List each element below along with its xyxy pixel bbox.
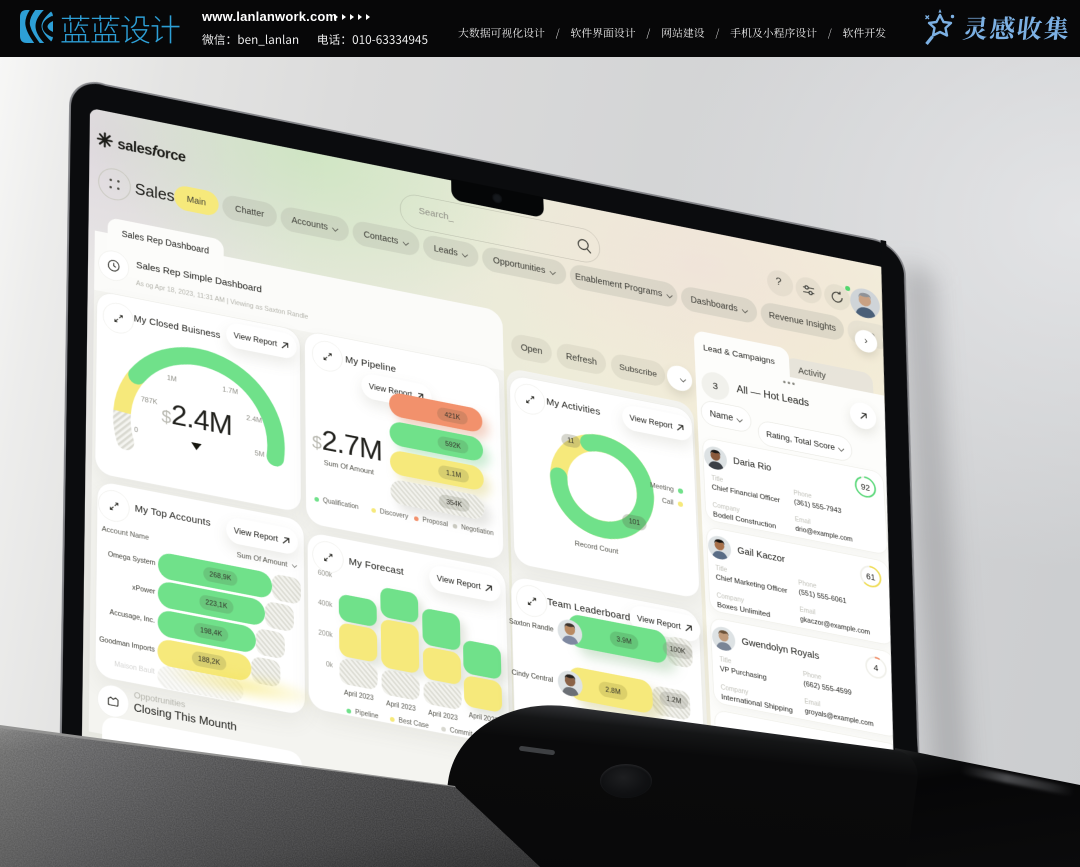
svg-text:92: 92	[861, 482, 871, 493]
svg-text:4: 4	[873, 663, 879, 673]
svg-text:61: 61	[866, 572, 876, 583]
